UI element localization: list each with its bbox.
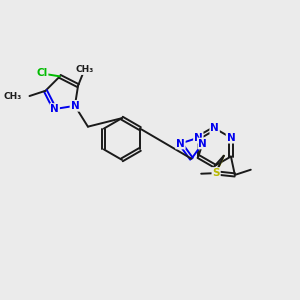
Text: N: N (194, 133, 203, 143)
Text: N: N (198, 139, 207, 148)
Text: N: N (210, 123, 219, 133)
Text: CH₃: CH₃ (3, 92, 21, 100)
Text: N: N (226, 133, 235, 143)
Text: N: N (176, 139, 185, 148)
Text: Cl: Cl (36, 68, 47, 79)
Text: CH₃: CH₃ (75, 65, 94, 74)
Text: N: N (50, 104, 59, 114)
Text: N: N (70, 101, 79, 111)
Text: S: S (212, 168, 220, 178)
